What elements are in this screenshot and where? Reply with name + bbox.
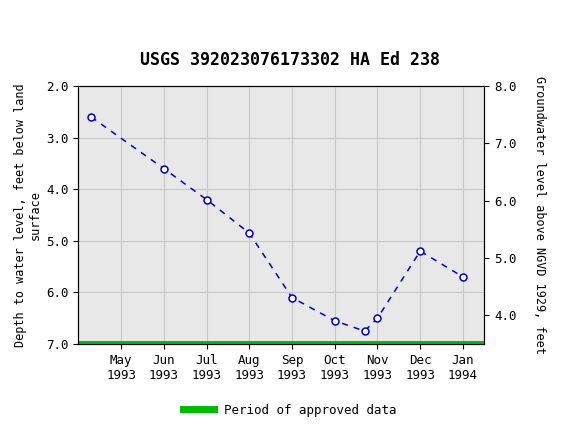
Text: USGS 392023076173302 HA Ed 238: USGS 392023076173302 HA Ed 238 — [140, 51, 440, 69]
Text: ≡USGS: ≡USGS — [9, 16, 90, 36]
Y-axis label: Groundwater level above NGVD 1929, feet: Groundwater level above NGVD 1929, feet — [533, 76, 546, 354]
Legend: Period of approved data: Period of approved data — [178, 399, 402, 421]
Y-axis label: Depth to water level, feet below land
surface: Depth to water level, feet below land su… — [14, 83, 42, 347]
